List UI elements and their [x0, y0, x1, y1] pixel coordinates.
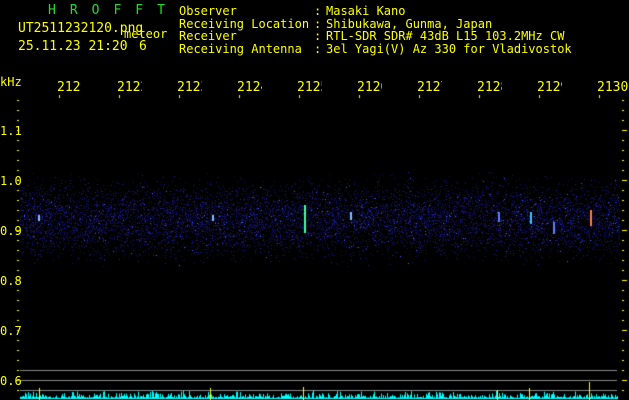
- info-label: Receiving Location: [179, 16, 310, 31]
- info-colon: :: [314, 4, 322, 18]
- x-tick-label: 2130: [597, 80, 629, 95]
- y-tick-label: 0.6: [0, 374, 22, 388]
- info-value: Masaki Kano: [326, 4, 406, 18]
- y-tick-label: 1.0: [0, 174, 22, 188]
- app-brand: HROFFT: [48, 3, 179, 18]
- x-tick-label: 2124: [237, 80, 262, 95]
- x-tick-label: 2125: [297, 80, 322, 95]
- filename: UT2511232120.png: [18, 21, 144, 36]
- info-value: RTL-SDR SDR# 43dB L15 103.2MHz CW: [326, 29, 565, 43]
- event-count: 6: [139, 39, 147, 54]
- datetime: 25.11.23 21:20: [18, 39, 128, 54]
- x-tick-label: 2123: [177, 80, 202, 95]
- info-label: Observer: [179, 4, 237, 18]
- x-tick-label: 2126: [357, 80, 382, 95]
- y-tick-label: 1.1: [0, 124, 22, 138]
- x-tick-label: 2121: [57, 80, 82, 95]
- x-tick-label: 2127: [417, 80, 442, 95]
- info-label: Receiver: [179, 29, 237, 43]
- info-value: 3el Yagi(V) Az 330 for Vladivostok: [326, 41, 572, 56]
- y-tick-label: 0.7: [0, 324, 22, 338]
- y-tick-label: 0.9: [0, 224, 22, 238]
- y-tick-label: 0.8: [0, 274, 22, 288]
- x-tick-label: 2129: [537, 80, 562, 95]
- y-axis-unit: kHz: [0, 75, 22, 89]
- event-type: meteor: [124, 27, 168, 41]
- info-colon: :: [314, 16, 322, 31]
- info-colon: :: [314, 41, 322, 56]
- info-label: Receiving Antenna: [179, 41, 302, 56]
- info-colon: :: [314, 29, 322, 43]
- x-tick-label: 2128: [477, 80, 502, 95]
- info-value: Shibukawa, Gunma, Japan: [326, 16, 493, 31]
